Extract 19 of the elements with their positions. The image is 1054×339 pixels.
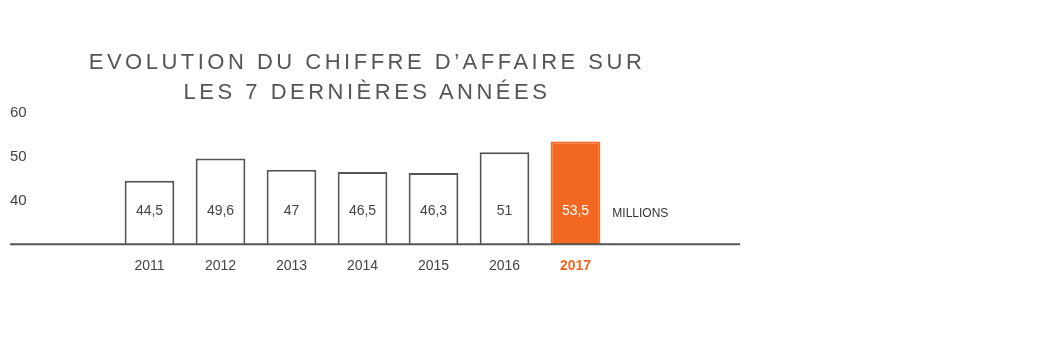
x-tick-label: 2015 — [417, 257, 450, 274]
x-tick-label: 2017 — [559, 257, 592, 274]
data-label: 46,3 — [419, 202, 448, 219]
data-label: 44,5 — [135, 202, 164, 219]
x-tick-label: 2016 — [488, 257, 521, 274]
data-label: 51 — [496, 202, 513, 219]
data-label: 47 — [283, 202, 300, 219]
text: MILLIONS — [612, 205, 669, 220]
y-tick-label: 50 — [10, 146, 27, 164]
chart-title: EVOLUTION DU CHIFFRE D’AFFAIRE SUR LES 7 DERNIÈRES ANNÉES — [87, 48, 647, 106]
x-tick-label: 2013 — [275, 257, 308, 274]
x-tick-label: 2012 — [204, 257, 237, 274]
x-tick-label: 2014 — [346, 257, 379, 274]
x-tick-label: 2011 — [134, 257, 165, 274]
data-label: 53,5 — [561, 202, 590, 219]
data-label: 49,6 — [206, 202, 235, 219]
y-tick-label: 60 — [10, 103, 27, 121]
data-label: 46,5 — [348, 202, 377, 219]
y-tick-label: 40 — [10, 190, 27, 208]
